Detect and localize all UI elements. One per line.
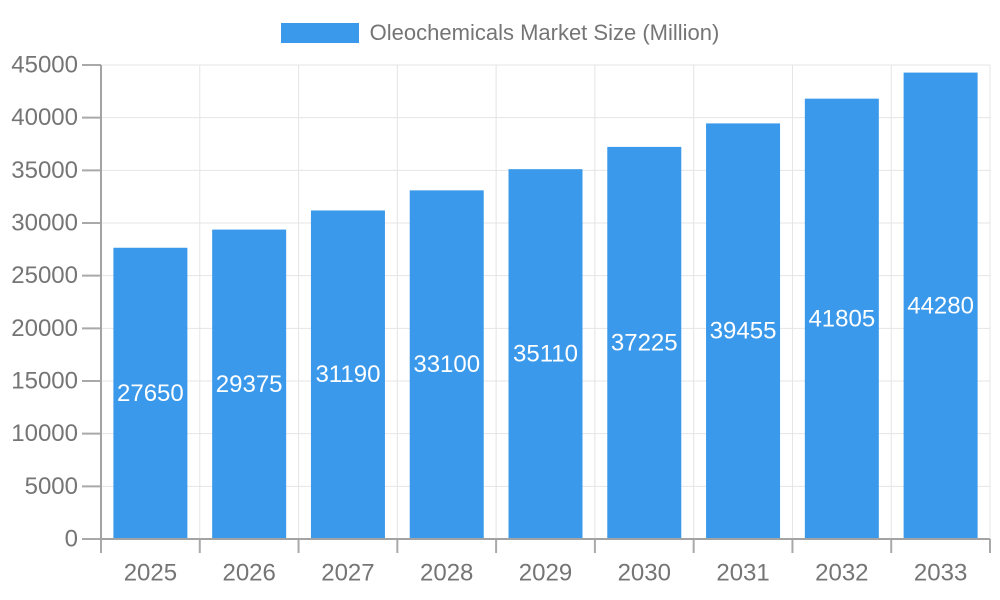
bar-2028	[409, 190, 484, 539]
x-axis-tick-label: 2029	[519, 560, 572, 587]
x-axis-tick-label: 2027	[321, 560, 374, 587]
y-axis-tick-label: 45000	[11, 52, 78, 79]
legend-swatch	[280, 23, 359, 43]
y-axis-tick-label: 20000	[11, 315, 78, 342]
bar-value-label: 41805	[808, 305, 875, 332]
bar-2030	[607, 146, 682, 539]
legend[interactable]: Oleochemicals Market Size (Million)	[0, 21, 1000, 45]
bar-2031	[706, 123, 781, 539]
bar-value-label: 44280	[907, 292, 974, 319]
y-axis-tick-label: 30000	[11, 210, 78, 237]
bar-2029	[508, 169, 583, 539]
bar-2032	[804, 98, 879, 540]
bar-value-label: 31190	[315, 361, 380, 388]
x-axis-tick-label: 2026	[222, 560, 275, 587]
y-axis-tick-label: 5000	[25, 473, 78, 500]
x-axis-tick-label: 2028	[420, 560, 473, 587]
y-axis-tick-label: 40000	[11, 104, 78, 131]
bar-value-label: 35110	[513, 341, 578, 368]
bar-value-label: 29375	[216, 371, 283, 398]
y-axis-tick-label: 35000	[11, 157, 78, 184]
x-axis-tick-label: 2033	[914, 560, 967, 587]
y-axis-tick-label: 25000	[11, 262, 78, 289]
bar-2033	[903, 72, 978, 540]
bar-2026	[212, 229, 287, 540]
legend-label: Oleochemicals Market Size (Million)	[369, 20, 720, 45]
y-axis-tick-label: 10000	[11, 420, 78, 447]
bar-value-label: 27650	[117, 380, 184, 407]
x-axis-tick-label: 2032	[815, 560, 868, 587]
bar-2027	[310, 210, 385, 539]
x-axis-tick-label: 2025	[124, 560, 177, 587]
bar-value-label: 39455	[710, 318, 777, 345]
x-axis-tick-label: 2030	[618, 560, 671, 587]
x-axis-tick-label: 2031	[716, 560, 769, 587]
bar-2025	[113, 247, 188, 539]
bar-value-label: 33100	[413, 351, 480, 378]
y-axis-tick-label: 15000	[11, 368, 78, 395]
y-axis-tick-label: 0	[65, 526, 78, 553]
bar-value-label: 37225	[611, 329, 678, 356]
